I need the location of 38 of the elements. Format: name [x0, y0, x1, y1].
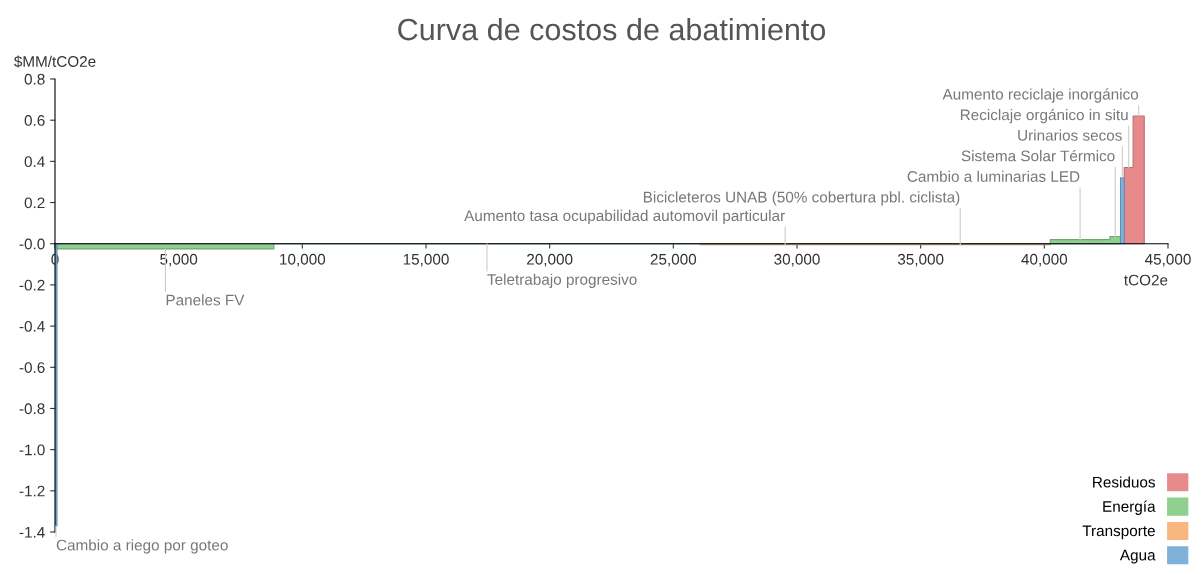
- y-tick-label: 0.6: [24, 115, 45, 126]
- annotation: Aumento reciclaje inorgánico: [942, 88, 1139, 103]
- annotation: Cambio a luminarias LED: [907, 170, 1080, 182]
- x-tick-label: 5,000: [160, 253, 198, 267]
- y-tick-label: -0.0: [19, 238, 45, 250]
- x-axis-title: tCO2e: [1124, 274, 1168, 286]
- y-axis-title: $MM/tCO2e: [13, 55, 96, 68]
- annotation: Cambio a riego por goteo: [56, 539, 228, 554]
- y-tick-label: -0.4: [19, 320, 45, 332]
- y-tick-label: 0.4: [24, 156, 45, 168]
- y-tick-label: -0.2: [19, 279, 45, 291]
- y-tick-label: -0.8: [19, 403, 45, 415]
- annotation: Teletrabajo progresivo: [487, 273, 637, 288]
- x-tick-label: 25,000: [650, 253, 697, 267]
- legend-label: Agua: [1119, 549, 1156, 564]
- annotation: Paneles FV: [166, 294, 245, 306]
- x-tick-label: 15,000: [403, 253, 449, 267]
- x-tick-label: 20,000: [527, 253, 573, 267]
- annotation: Bicicleteros UNAB (50% cobertura pbl. ciclista): [643, 191, 960, 206]
- x-tick-label: 40,000: [1021, 253, 1068, 267]
- y-tick-label: -1.2: [19, 485, 45, 497]
- y-tick-label: -1.0: [19, 444, 45, 456]
- annotation: Reciclaje orgánico in situ: [960, 108, 1128, 124]
- y-tick-label: 0.2: [24, 197, 45, 209]
- y-tick-label: -1.4: [19, 527, 45, 538]
- y-tick-label: 0.8: [24, 73, 45, 85]
- legend-label: Energía: [1103, 500, 1156, 515]
- y-tick-label: -0.6: [19, 362, 45, 373]
- annotation: Urinarios secos: [1018, 129, 1122, 141]
- legend-label: Residuos: [1093, 476, 1156, 488]
- x-tick-label: 35,000: [897, 253, 944, 267]
- x-tick-label: 45,000: [1144, 253, 1191, 267]
- legend-label: Transporte: [1082, 525, 1155, 540]
- annotation: Aumento tasa ocupabilidad automovil particular: [464, 209, 785, 225]
- chart-title: Curva de costos de abatimiento: [398, 17, 826, 41]
- x-tick-label: 10,000: [280, 253, 326, 267]
- annotation: Sistema Solar Térmico: [961, 149, 1115, 162]
- x-tick-label: 30,000: [774, 253, 820, 267]
